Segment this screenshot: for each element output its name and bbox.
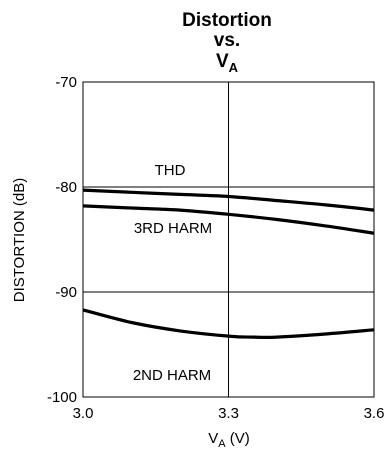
x-tick-label: 3.3 [218, 405, 239, 422]
series-label-3rd-harm: 3RD HARM [134, 220, 212, 237]
x-tick-label: 3.0 [73, 405, 94, 422]
chart-title-line-3: VA [216, 51, 239, 75]
x-label-suffix: (V) [226, 430, 250, 447]
series-line-2nd-harm [82, 308, 375, 340]
x-axis-label: VA (V) [208, 430, 250, 450]
title-var-main: V [216, 51, 229, 72]
series-line-3rd-harm [82, 204, 375, 235]
chart-title-line-2: vs. [214, 30, 240, 51]
chart-title-line-1: Distortion [182, 10, 272, 31]
x-label-main: V [208, 430, 218, 447]
grid-lines [83, 82, 374, 397]
title-var-sub: A [229, 60, 239, 75]
y-tick-labels: -70 -80 -90 -100 [47, 74, 77, 406]
y-axis-label: DISTORTION (dB) [11, 178, 28, 302]
x-label-sub: A [218, 438, 226, 450]
series-label-thd: THD [155, 162, 186, 179]
y-tick-label: -80 [55, 179, 77, 196]
x-tick-label: 3.6 [364, 405, 385, 422]
x-tick-labels: 3.0 3.3 3.6 [73, 405, 385, 422]
y-tick-label: -70 [55, 74, 77, 91]
series-line-thd [82, 188, 375, 212]
y-tick-label: -90 [55, 284, 77, 301]
series-group [82, 188, 375, 340]
series-label-2nd-harm: 2ND HARM [133, 367, 211, 384]
y-tick-label: -100 [47, 389, 77, 406]
